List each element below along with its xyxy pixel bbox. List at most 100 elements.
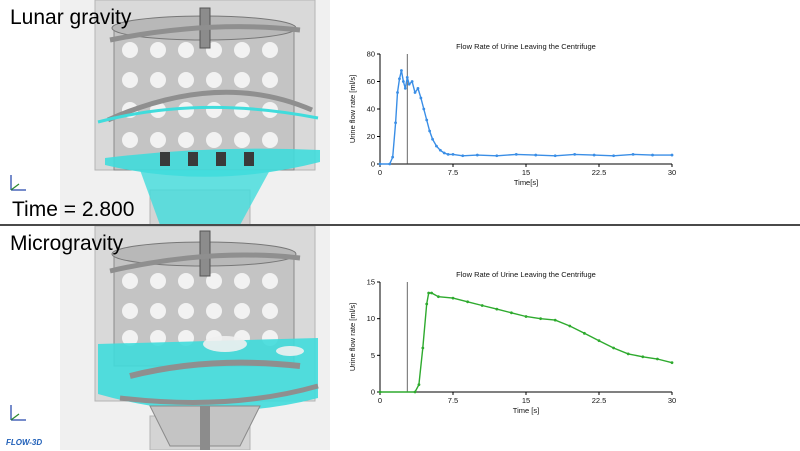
data-point (394, 121, 397, 125)
data-point (401, 80, 405, 83)
x-axis-label: Time[s] (514, 178, 538, 187)
data-point (422, 107, 426, 111)
axis-triad-icon (10, 405, 26, 421)
data-point (553, 154, 557, 158)
panel-label-lunar: Lunar gravity (10, 6, 132, 29)
data-point (495, 154, 499, 158)
data-point (413, 390, 417, 394)
data-point (391, 155, 395, 159)
data-point (416, 86, 420, 90)
x-tick-label: 22.5 (592, 168, 607, 177)
data-point (419, 96, 423, 100)
data-point (407, 82, 411, 86)
y-tick-label: 60 (367, 77, 375, 86)
data-point (431, 137, 434, 141)
chart-title: Flow Rate of Urine Leaving the Centrifug… (456, 270, 596, 279)
y-axis-label: Urine flow rate [ml/s] (348, 303, 357, 371)
y-tick-label: 20 (367, 132, 375, 141)
x-tick-label: 15 (522, 396, 530, 405)
data-point (612, 346, 615, 350)
data-point (651, 153, 654, 157)
x-tick-label: 30 (668, 396, 676, 405)
data-point (425, 118, 429, 122)
y-tick-label: 0 (371, 388, 375, 397)
microgravity-panel: Microgravity Flow Rate of Urine Leaving … (0, 226, 800, 451)
x-tick-label: 0 (378, 168, 382, 177)
chart-title: Flow Rate of Urine Leaving the Centrifug… (456, 42, 596, 51)
data-point (421, 346, 425, 350)
data-point (524, 315, 528, 318)
data-point (400, 69, 403, 72)
data-point (626, 352, 630, 356)
data-point (495, 307, 499, 311)
y-tick-label: 0 (371, 160, 375, 169)
data-point (442, 151, 446, 155)
data-point (514, 152, 518, 156)
data-point (413, 91, 417, 94)
y-tick-label: 5 (371, 351, 375, 360)
data-point (437, 295, 440, 299)
data-point (451, 296, 455, 300)
data-point (553, 318, 557, 322)
lunar-gravity-panel: Lunar gravity Time = 2.800 Flow Rate of … (0, 0, 800, 225)
x-tick-label: 22.5 (592, 396, 607, 405)
data-point (510, 311, 513, 315)
x-axis-label: Time [s] (513, 406, 539, 415)
data-point (670, 361, 674, 365)
axis-triad-icon (10, 175, 26, 191)
data-point (583, 331, 586, 335)
data-point (405, 75, 409, 79)
data-point (451, 152, 455, 156)
x-tick-label: 7.5 (448, 168, 458, 177)
data-point (573, 152, 577, 156)
data-point (378, 390, 382, 394)
panel-label-micro: Microgravity (10, 232, 124, 255)
lunar-flow-chart: Flow Rate of Urine Leaving the Centrifug… (330, 40, 690, 190)
y-tick-label: 15 (367, 278, 375, 287)
data-point (475, 153, 479, 157)
micro-flow-chart: Flow Rate of Urine Leaving the Centrifug… (330, 268, 690, 418)
x-tick-label: 7.5 (448, 396, 458, 405)
data-point (430, 291, 433, 295)
x-tick-label: 15 (522, 168, 530, 177)
data-point (592, 153, 596, 157)
data-point (597, 339, 601, 343)
data-point (398, 77, 401, 81)
data-point (534, 153, 538, 157)
series-line (380, 292, 673, 393)
data-point (568, 324, 572, 328)
data-point (466, 300, 469, 304)
x-tick-label: 0 (378, 396, 382, 405)
data-point (461, 154, 465, 158)
data-point (631, 152, 635, 156)
data-point (425, 302, 429, 306)
y-tick-label: 10 (367, 314, 375, 323)
data-point (410, 80, 414, 83)
y-tick-label: 40 (367, 105, 375, 114)
data-point (539, 317, 542, 321)
data-point (435, 144, 438, 148)
data-point (438, 148, 442, 152)
data-point (656, 357, 659, 361)
data-point (417, 383, 421, 387)
flow3d-logo: FLOW-3D (6, 438, 43, 447)
data-point (612, 154, 615, 158)
centrifuge-simulation-micro (60, 226, 330, 450)
y-tick-label: 80 (367, 50, 375, 59)
x-tick-label: 30 (668, 168, 676, 177)
data-point (403, 86, 407, 90)
data-point (670, 153, 674, 157)
data-point (396, 91, 399, 94)
y-axis-label: Urine flow rate [ml/s] (348, 75, 357, 143)
data-point (378, 162, 382, 166)
chart-svg: Flow Rate of Urine Leaving the Centrifug… (348, 270, 676, 415)
data-point (388, 162, 392, 166)
data-point (428, 129, 432, 133)
centrifuge-simulation-lunar (60, 0, 330, 225)
series-line (380, 70, 672, 165)
data-point (446, 152, 450, 156)
chart-svg: Flow Rate of Urine Leaving the Centrifug… (348, 42, 676, 187)
simulation-time: Time = 2.800 (12, 198, 135, 221)
data-point (480, 304, 484, 307)
data-point (427, 291, 431, 295)
